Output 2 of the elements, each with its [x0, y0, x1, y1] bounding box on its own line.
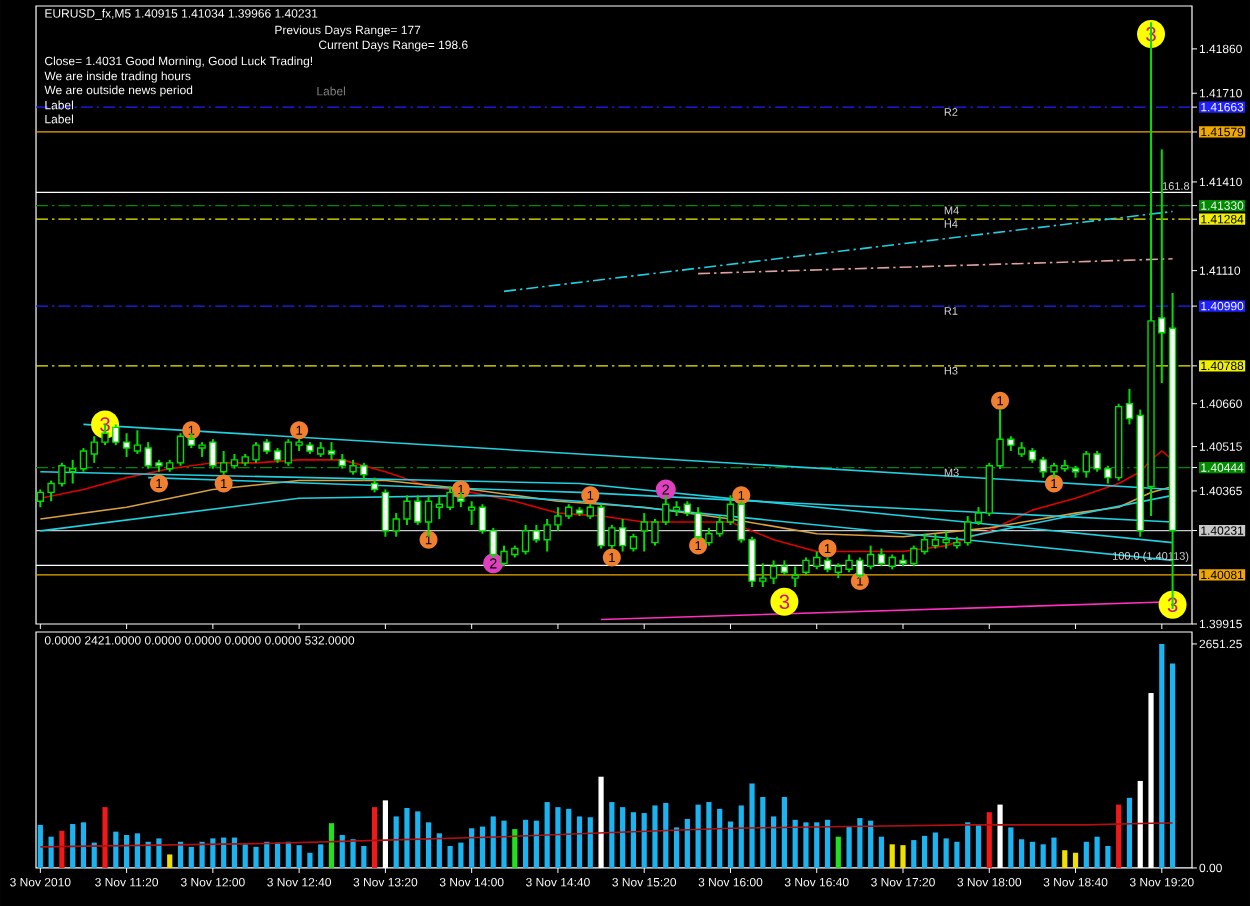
- annotation: 3: [100, 417, 110, 432]
- annotation: 3: [779, 594, 790, 610]
